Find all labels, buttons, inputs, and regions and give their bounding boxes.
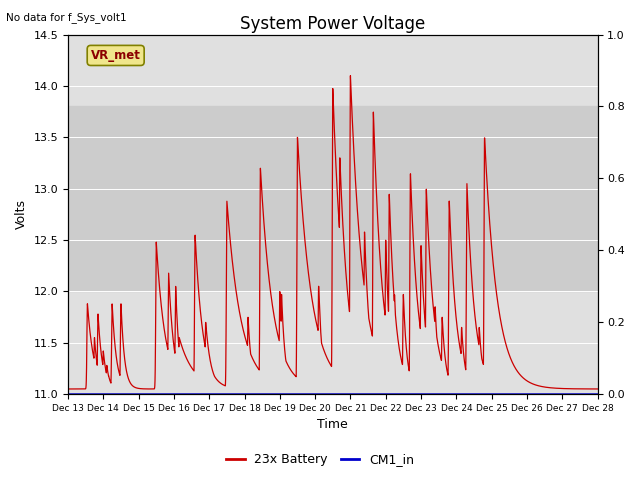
Legend: 23x Battery, CM1_in: 23x Battery, CM1_in	[221, 448, 419, 471]
Text: No data for f_Sys_volt1: No data for f_Sys_volt1	[6, 12, 127, 23]
Text: VR_met: VR_met	[91, 49, 141, 62]
Title: System Power Voltage: System Power Voltage	[240, 15, 426, 33]
Bar	[68, 107, 598, 291]
Y-axis label: Volts: Volts	[15, 199, 28, 229]
X-axis label: Time: Time	[317, 419, 348, 432]
